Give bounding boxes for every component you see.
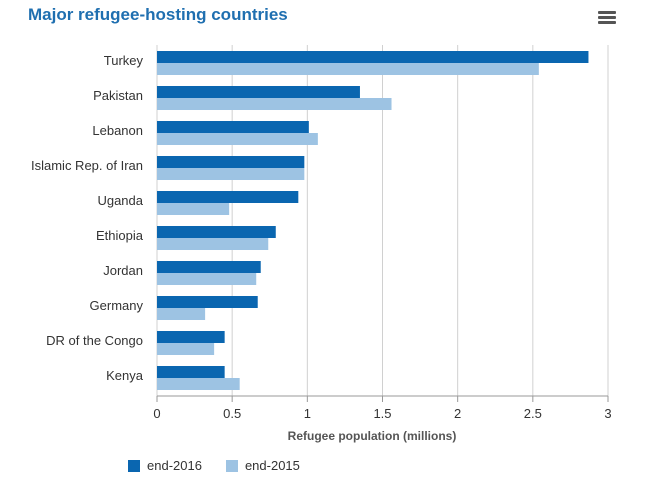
bars — [157, 51, 589, 390]
x-tick-label: 0 — [153, 406, 160, 421]
x-axis-label: Refugee population (millions) — [288, 429, 457, 443]
bar-end-2015[interactable] — [157, 203, 230, 215]
category-label: DR of the Congo — [46, 333, 143, 348]
bar-end-2016[interactable] — [157, 156, 305, 168]
bar-end-2016[interactable] — [157, 86, 360, 98]
category-label: Ethiopia — [96, 228, 144, 243]
bar-end-2015[interactable] — [157, 168, 305, 180]
x-tick-label: 0.5 — [223, 406, 241, 421]
x-tick-label: 2.5 — [524, 406, 542, 421]
category-label: Lebanon — [92, 123, 143, 138]
legend-label-end-2016: end-2016 — [147, 458, 202, 473]
bar-end-2015[interactable] — [157, 98, 392, 110]
bar-end-2015[interactable] — [157, 378, 240, 390]
legend-item-end-2016[interactable]: end-2016 — [128, 458, 202, 473]
bar-end-2015[interactable] — [157, 273, 257, 285]
bar-end-2015[interactable] — [157, 133, 318, 145]
x-tick-label: 1 — [304, 406, 311, 421]
category-label: Uganda — [97, 193, 143, 208]
category-label: Germany — [90, 298, 144, 313]
legend-label-end-2015: end-2015 — [244, 458, 300, 473]
x-tick-label: 2 — [454, 406, 461, 421]
x-tick-labels: 0 0.5 1 1.5 2 2.5 3 — [153, 406, 611, 421]
category-label: Jordan — [103, 263, 143, 278]
bar-end-2016[interactable] — [157, 296, 258, 308]
category-label: Turkey — [104, 53, 144, 68]
bar-end-2015[interactable] — [157, 63, 539, 75]
legend-item-end-2015[interactable]: end-2015 — [225, 458, 300, 473]
x-tick-label: 1.5 — [373, 406, 391, 421]
bar-end-2016[interactable] — [157, 226, 276, 238]
bar-end-2016[interactable] — [157, 121, 309, 133]
bar-end-2016[interactable] — [157, 331, 225, 343]
legend-swatch-end-2015 — [225, 459, 238, 472]
bar-end-2015[interactable] — [157, 238, 269, 250]
legend: end-2016 end-2015 — [128, 458, 324, 473]
menu-icon[interactable] — [598, 11, 616, 25]
bar-end-2016[interactable] — [157, 366, 225, 378]
category-label: Pakistan — [93, 88, 143, 103]
x-tick-label: 3 — [604, 406, 611, 421]
bar-end-2016[interactable] — [157, 191, 299, 203]
bar-end-2015[interactable] — [157, 308, 206, 320]
bar-end-2016[interactable] — [157, 261, 261, 273]
legend-swatch-end-2016 — [128, 459, 140, 472]
gridlines — [156, 45, 609, 402]
category-label: Islamic Rep. of Iran — [31, 158, 143, 173]
category-labels: Turkey Pakistan Lebanon Islamic Rep. of Ira… — [31, 53, 144, 383]
bar-end-2016[interactable] — [157, 51, 589, 63]
category-label: Kenya — [106, 368, 144, 383]
chart-title: Major refugee-hosting countries — [28, 5, 288, 24]
bar-end-2015[interactable] — [157, 343, 215, 355]
